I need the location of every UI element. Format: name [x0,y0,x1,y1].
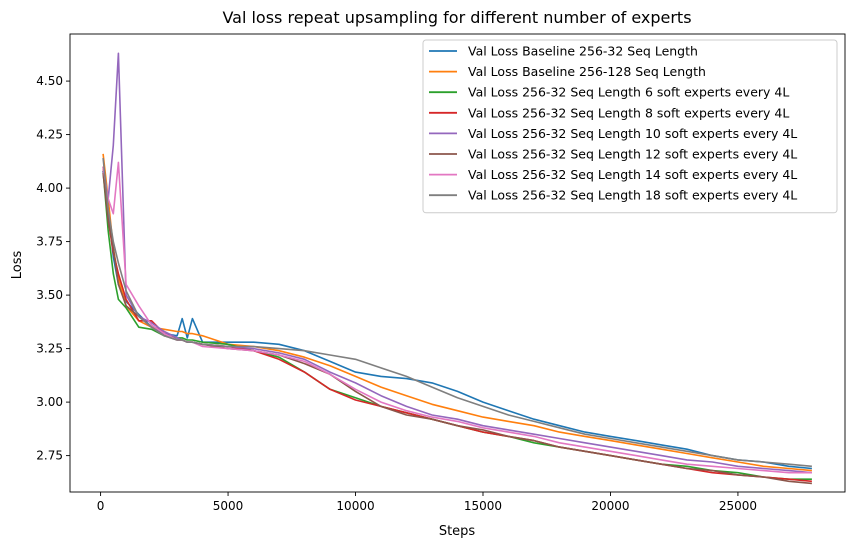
legend-box [422,39,838,214]
legend-label-6: Val Loss 256-32 Seq Length 12 soft exper… [468,147,797,162]
x-tick-label: 0 [97,499,105,513]
y-axis-label: Loss [10,251,25,280]
x-tick-label: 20000 [591,499,629,513]
series-line-4 [102,166,812,483]
series-line-3 [102,170,812,481]
legend-label-8: Val Loss 256-32 Seq Length 18 soft exper… [468,188,797,203]
plot-area [102,52,812,485]
x-tick-label: 10000 [336,499,374,513]
legend-label-7: Val Loss 256-32 Seq Length 14 soft exper… [468,167,797,182]
x-tick-label: 5000 [213,499,244,513]
y-tick-label: 4.50 [36,74,63,88]
chart-title: Val loss repeat upsampling for different… [222,8,691,27]
legend-label-2: Val Loss Baseline 256-128 Seq Length [468,64,706,79]
y-tick-label: 4.25 [36,128,63,142]
legend-label-3: Val Loss 256-32 Seq Length 6 soft expert… [468,85,789,100]
series-line-1 [102,170,812,470]
axes: 0 5000 10000 15000 20000 25000 2.75 3.00 3.25 3.5… [36,33,846,513]
y-tick-label: 4.00 [36,181,63,195]
x-tick-label: 15000 [464,499,502,513]
legend: Val Loss Baseline 256-32 Seq Length Val L… [422,39,838,214]
series-line-5 [102,52,812,474]
legend-label-1: Val Loss Baseline 256-32 Seq Length [468,44,698,59]
y-tick-label: 3.75 [36,235,63,249]
y-tick-label: 3.00 [36,395,63,409]
series-line-8 [102,158,812,468]
plot-frame [69,33,846,493]
legend-label-5: Val Loss 256-32 Seq Length 10 soft exper… [468,126,797,141]
y-tick-label: 2.75 [36,449,63,463]
y-tick-label: 3.50 [36,288,63,302]
x-tick-label: 25000 [719,499,757,513]
series-line-6 [102,173,812,485]
legend-label-4: Val Loss 256-32 Seq Length 8 soft expert… [468,105,789,120]
series-line-7 [102,161,812,474]
series-lines [102,52,812,485]
x-axis-label: Steps [439,524,476,539]
y-tick-label: 3.25 [36,342,63,356]
